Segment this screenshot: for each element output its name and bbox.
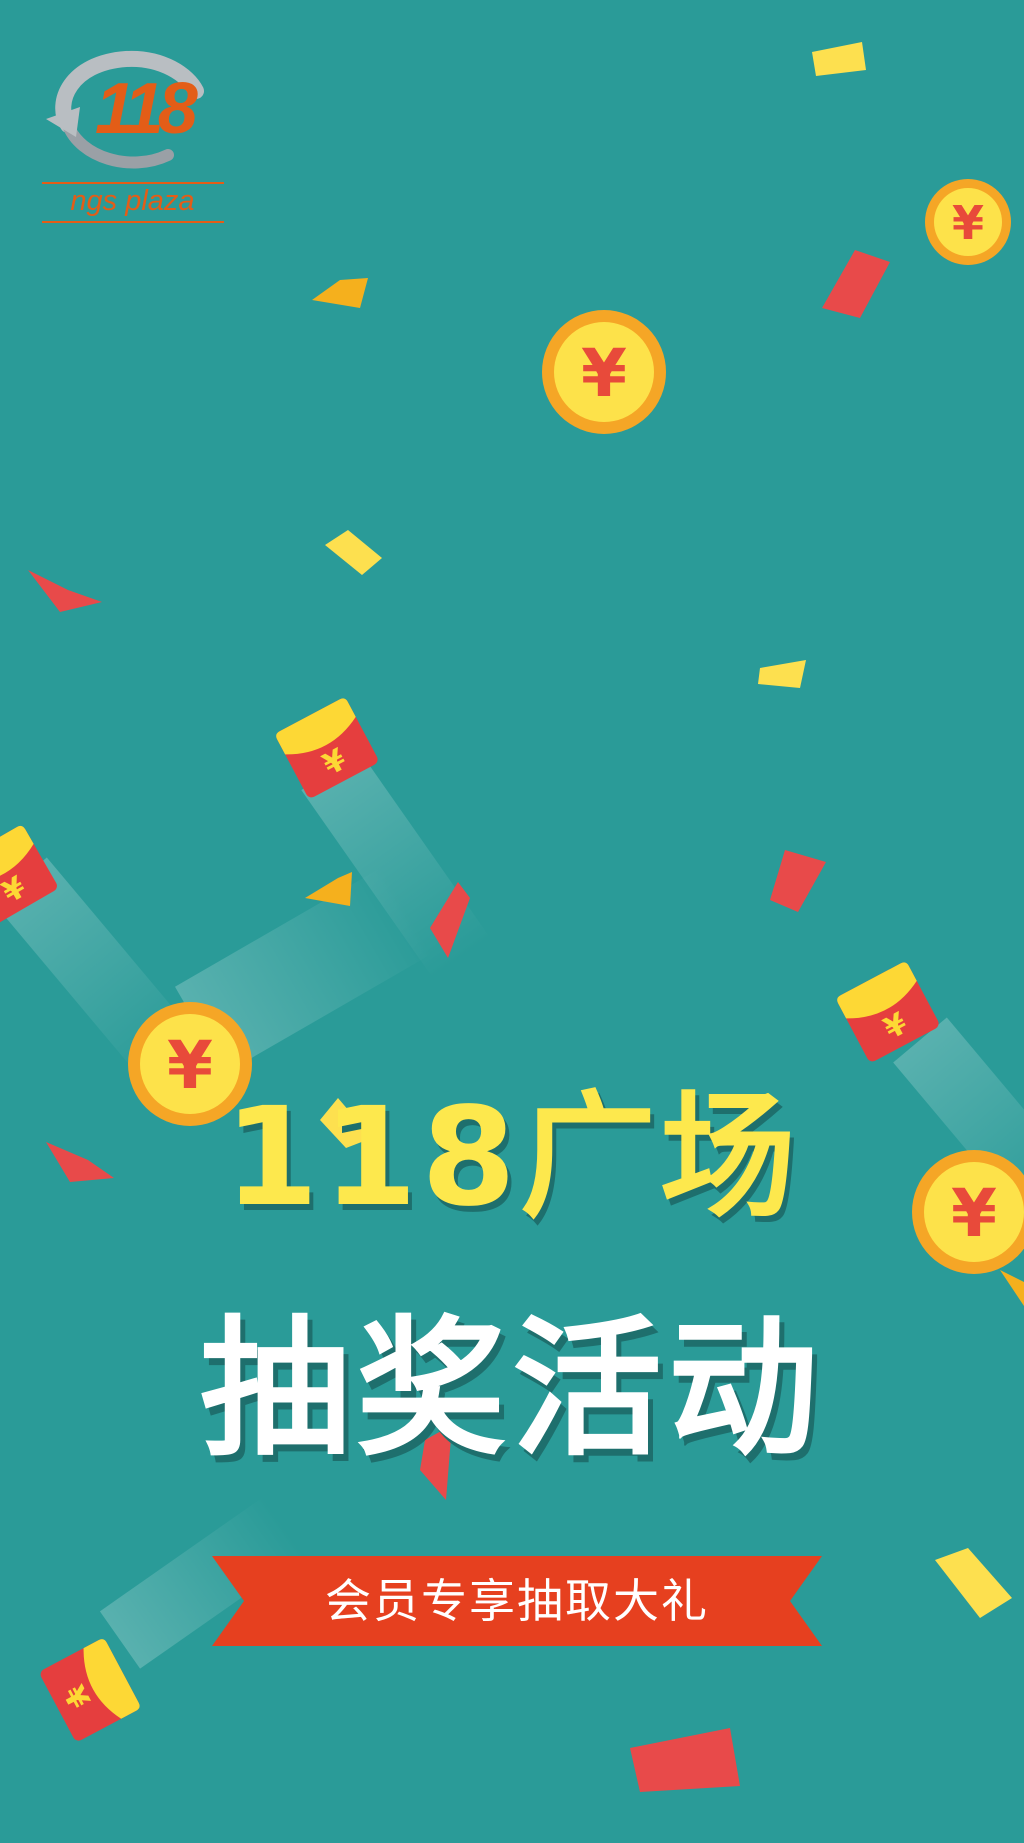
logo-rule: [42, 221, 224, 223]
logo: 118 ngs plaza: [40, 45, 230, 235]
confetti-piece: [320, 1098, 372, 1148]
coin-yuan-symbol: ¥: [952, 196, 984, 250]
ribbon-banner: [212, 1556, 822, 1646]
confetti-piece: [812, 42, 866, 76]
title-line-2: 抽奖活动: [199, 1303, 824, 1477]
logo-number: 118: [95, 69, 198, 149]
red-envelope: ¥: [837, 962, 939, 1062]
coin-yuan-symbol: ¥: [951, 1175, 997, 1252]
title-line-1: 118广场: [224, 1079, 800, 1237]
coin: ¥: [128, 1002, 252, 1126]
confetti: [28, 42, 1024, 1792]
logo-rule: [42, 182, 224, 184]
confetti-piece: [430, 882, 470, 958]
confetti-piece: [46, 1142, 114, 1182]
red-envelope: ¥: [276, 698, 378, 798]
red-envelope: ¥: [0, 825, 57, 926]
confetti-piece: [28, 570, 102, 612]
confetti-piece: [420, 1425, 452, 1500]
confetti-piece: [1000, 1270, 1024, 1306]
ribbon: 会员专享抽取大礼: [212, 1556, 822, 1646]
envelope-trail: [99, 1496, 304, 1669]
coin-trail: [175, 866, 433, 1074]
subtitle: 会员专享抽取大礼: [325, 1574, 709, 1628]
coin-yuan-symbol: ¥: [581, 335, 627, 412]
confetti-piece: [935, 1548, 1012, 1618]
coin: ¥: [912, 1150, 1024, 1274]
confetti-piece: [325, 530, 382, 575]
coin: ¥: [542, 310, 666, 434]
confetti-piece: [305, 872, 352, 906]
confetti-piece: [312, 278, 368, 308]
confetti-piece: [630, 1728, 740, 1792]
red-envelope: ¥: [40, 1639, 140, 1741]
confetti-piece: [758, 660, 806, 688]
envelope-trail: [893, 1017, 1024, 1239]
logo-tagline: ngs plaza: [70, 185, 195, 217]
coin: ¥: [925, 179, 1011, 265]
coin-yuan-symbol: ¥: [167, 1027, 213, 1104]
confetti-piece: [822, 250, 890, 318]
confetti-piece: [770, 850, 826, 912]
logo-arc-icon: [46, 50, 204, 169]
